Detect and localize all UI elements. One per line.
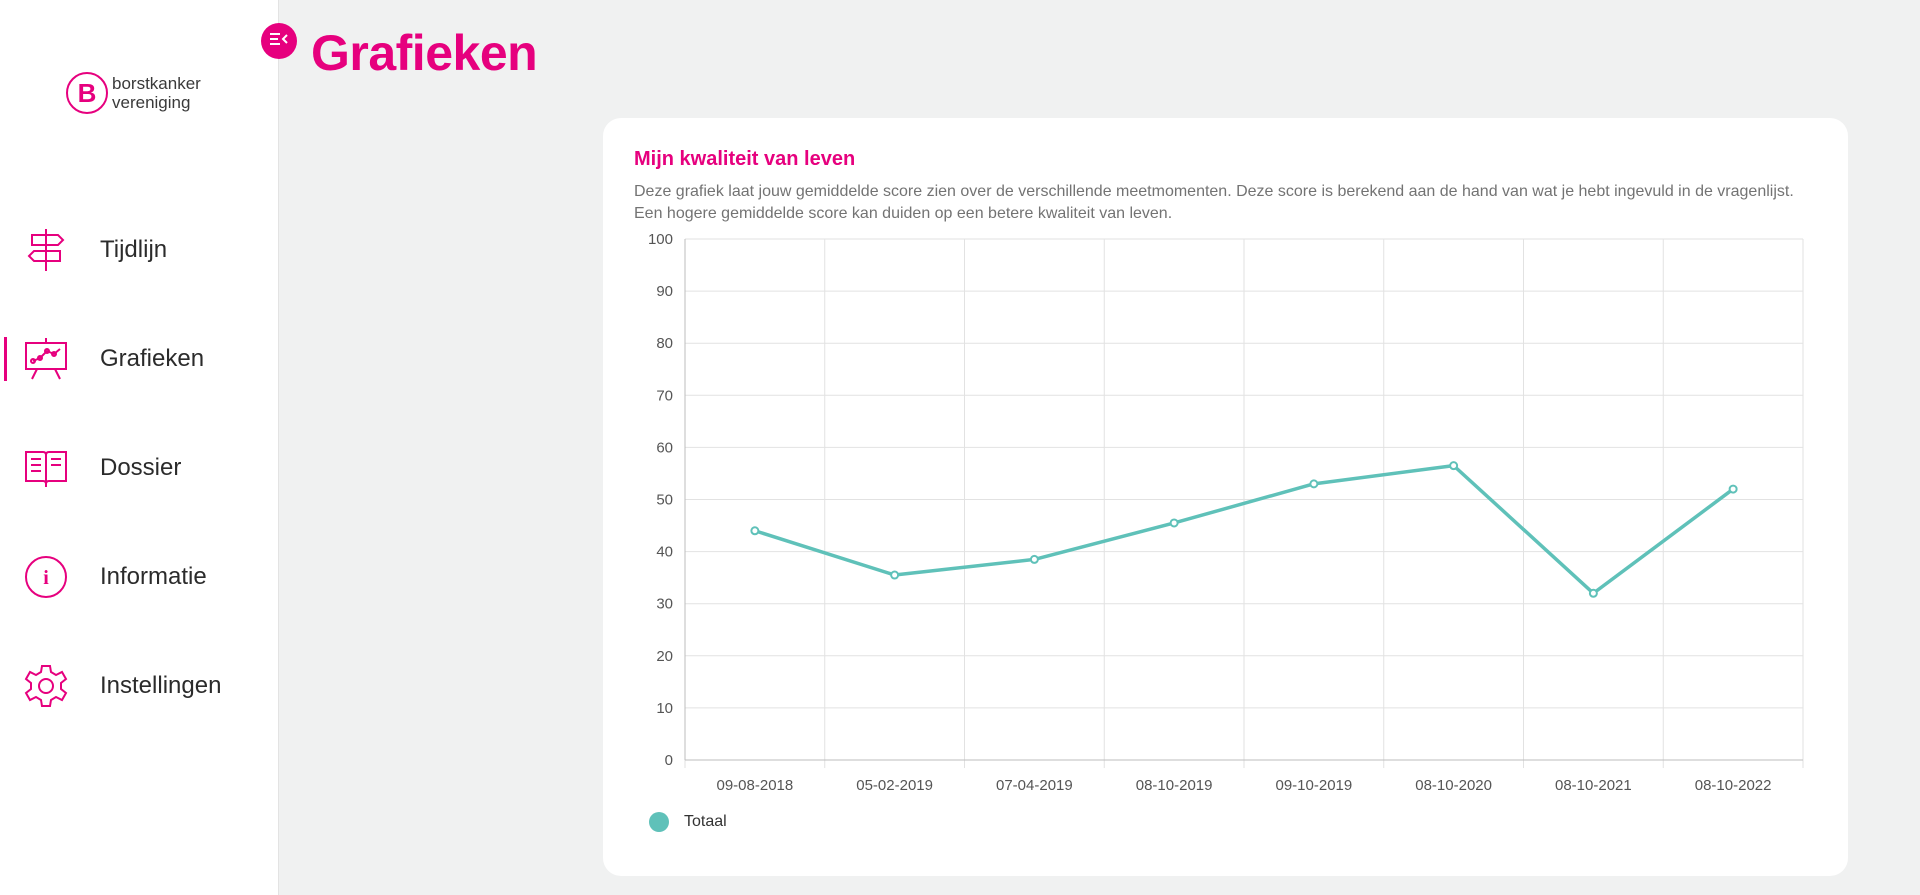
y-tick-label: 40: [656, 544, 673, 561]
logo-text: borstkanker vereniging: [112, 74, 201, 112]
sidebar-item-grafieken[interactable]: Grafieken: [0, 329, 279, 389]
sidebar-item-label: Instellingen: [100, 672, 222, 699]
chart-title: Mijn kwaliteit van leven: [634, 148, 856, 170]
x-tick-label: 08-10-2022: [1695, 777, 1772, 794]
x-tick-label: 08-10-2019: [1136, 777, 1213, 794]
logo[interactable]: B borstkanker vereniging: [66, 72, 201, 114]
gear-icon: [22, 662, 70, 710]
x-tick-label: 08-10-2021: [1555, 777, 1632, 794]
y-tick-label: 50: [656, 492, 673, 509]
y-tick-label: 60: [656, 439, 673, 456]
y-tick-label: 70: [656, 387, 673, 404]
x-tick-label: 08-10-2020: [1415, 777, 1492, 794]
collapse-sidebar-button[interactable]: [261, 23, 297, 59]
logo-text-line1: borstkanker: [112, 74, 201, 93]
chart-board-icon: [22, 335, 70, 383]
legend-label: Totaal: [684, 813, 727, 830]
data-point: [1588, 588, 1598, 598]
chart-card: Mijn kwaliteit van leven Deze grafiek la…: [603, 118, 1848, 876]
x-tick-label: 09-08-2018: [717, 777, 794, 794]
signpost-icon: [22, 226, 70, 274]
y-tick-label: 30: [656, 596, 673, 613]
line-chart: 0 10 20 30 40 50 60 70 80 90 100 09-08-2018 05-02-20…: [648, 231, 1804, 794]
y-tick-label: 90: [656, 283, 673, 300]
page-title: Grafieken: [311, 25, 538, 81]
sidebar-item-label: Tijdlijn: [100, 236, 168, 263]
sidebar-item-tijdlijn[interactable]: Tijdlijn: [0, 220, 279, 280]
active-indicator: [4, 337, 7, 381]
y-tick-label: 10: [656, 700, 673, 717]
legend-swatch: [649, 812, 669, 832]
data-point: [1029, 554, 1039, 564]
sidebar-item-label: Grafieken: [100, 345, 205, 372]
data-point: [1728, 484, 1738, 494]
y-tick-label: 80: [656, 335, 673, 352]
x-tick-label: 05-02-2019: [856, 777, 933, 794]
sidebar-item-label: Dossier: [100, 454, 182, 481]
x-tick-label: 07-04-2019: [996, 777, 1073, 794]
data-point: [1169, 518, 1179, 528]
info-icon: i: [22, 553, 70, 601]
x-tick-label: 09-10-2019: [1276, 777, 1353, 794]
data-point: [1449, 461, 1459, 471]
logo-mark: B: [66, 72, 108, 114]
chart-legend[interactable]: Totaal: [649, 812, 727, 832]
svg-text:i: i: [43, 567, 49, 589]
sidebar-item-informatie[interactable]: i Informatie: [0, 547, 279, 607]
sidebar-item-instellingen[interactable]: Instellingen: [0, 656, 279, 716]
sidebar-item-label: Informatie: [100, 563, 207, 590]
sidebar-item-dossier[interactable]: Dossier: [0, 438, 279, 498]
series-line: [754, 463, 1735, 596]
data-point: [890, 570, 900, 580]
y-tick-label: 100: [648, 231, 673, 248]
data-point: [750, 526, 760, 536]
chart-description: Deze grafiek laat jouw gemiddelde score …: [634, 183, 1794, 222]
collapse-menu-icon: [269, 32, 289, 51]
data-point: [1309, 479, 1319, 489]
logo-text-line2: vereniging: [112, 93, 191, 112]
y-tick-label: 0: [665, 752, 673, 769]
open-book-icon: [22, 444, 70, 492]
y-tick-label: 20: [656, 648, 673, 665]
sidebar: B borstkanker vereniging Tijdlijn: [0, 0, 279, 895]
